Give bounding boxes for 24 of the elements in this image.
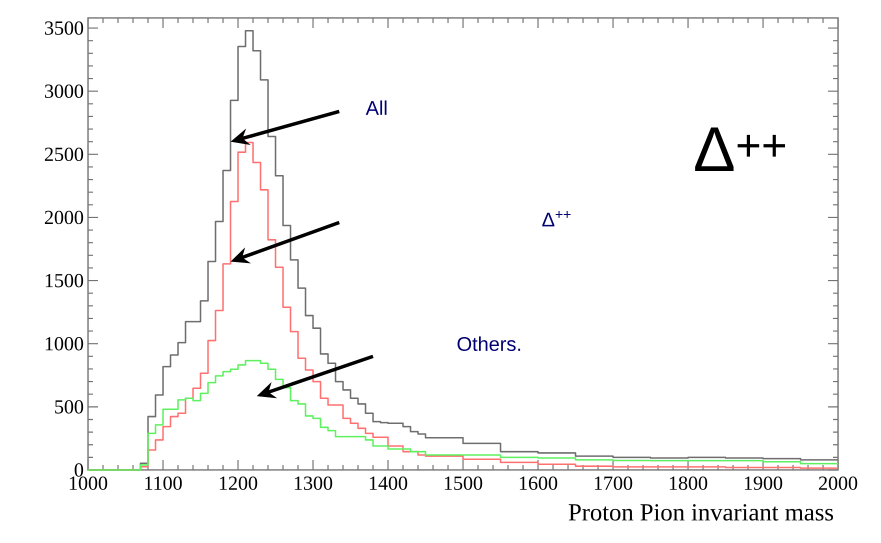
- x-tick-label: 1900: [744, 476, 782, 490]
- x-tick-label: 1200: [220, 476, 258, 490]
- y-tick-label: 3500: [44, 21, 84, 35]
- y-tick-label: 1500: [46, 274, 84, 288]
- annotation: Δ$^{++}$: [542, 211, 571, 226]
- x-axis-title: Proton Pion invariant mass: [568, 504, 834, 521]
- annotation: Δ$^{++}$: [695, 128, 786, 172]
- y-tick-label: 2000: [44, 210, 84, 224]
- x-tick-label: 1500: [444, 476, 482, 490]
- y-tick-label: 0: [74, 463, 84, 477]
- x-tick-label: 1800: [670, 476, 708, 490]
- y-tick-label: 500: [55, 400, 84, 414]
- annotation: All: [366, 100, 386, 115]
- x-tick-label: 1000: [70, 476, 108, 490]
- y-tick-label: 3000: [44, 84, 84, 98]
- annotation: Others.: [458, 336, 520, 352]
- x-tick-label: 1100: [145, 476, 182, 490]
- y-tick-label: 1000: [46, 337, 84, 350]
- x-tick-label: 1600: [520, 476, 558, 490]
- x-tick-label: 1400: [370, 476, 408, 490]
- x-tick-label: 1700: [594, 476, 632, 490]
- y-tick-label: 2500: [44, 148, 84, 162]
- x-tick-label: 2000: [819, 476, 858, 490]
- x-tick-label: 1300: [294, 476, 332, 490]
